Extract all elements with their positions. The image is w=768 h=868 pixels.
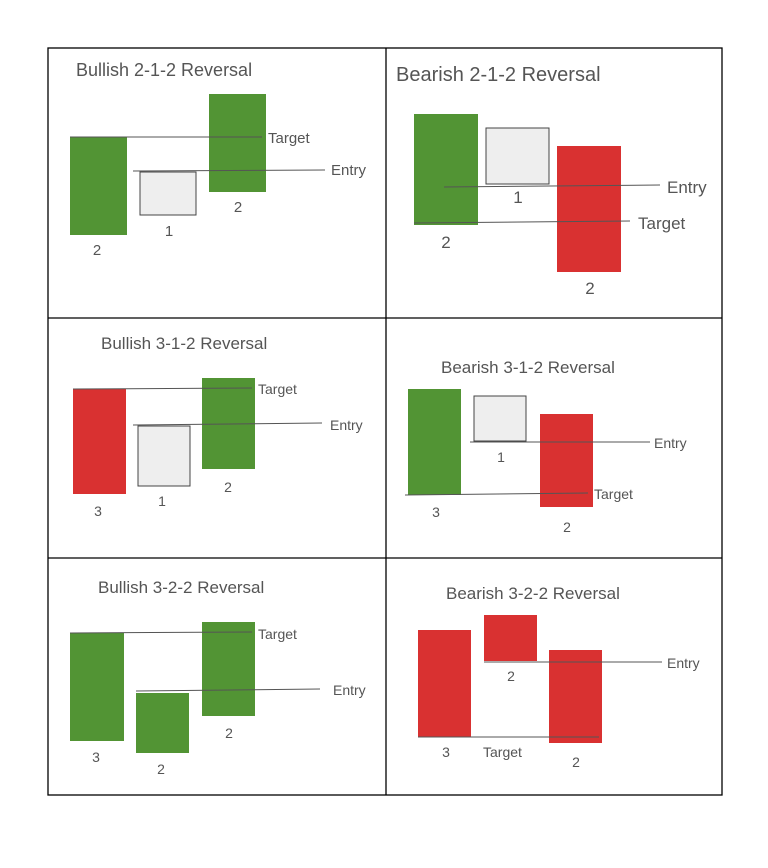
candle-label: 3 bbox=[432, 504, 440, 520]
panel-title: Bullish 2-1-2 Reversal bbox=[76, 60, 252, 80]
panel-title: Bearish 3-1-2 Reversal bbox=[441, 358, 615, 377]
panel-title: Bullish 3-2-2 Reversal bbox=[98, 578, 264, 597]
candle-1 bbox=[73, 389, 126, 494]
panel-bearish-2-1-2: Bearish 2-1-2 Reversal Entry Target 2 1 … bbox=[396, 64, 707, 298]
candle-2 bbox=[136, 693, 189, 753]
panel-bullish-3-1-2: Bullish 3-1-2 Reversal Target Entry 3 1 … bbox=[72, 334, 363, 519]
grid-border bbox=[47, 47, 723, 796]
candle-2 bbox=[473, 395, 527, 442]
candle-label: 3 bbox=[94, 503, 102, 519]
target-line bbox=[69, 631, 253, 634]
candle-1 bbox=[414, 114, 478, 225]
grid bbox=[47, 47, 723, 796]
target-line bbox=[72, 387, 253, 390]
candle-1 bbox=[70, 633, 124, 741]
target-line bbox=[413, 220, 631, 224]
candle-2 bbox=[485, 127, 550, 185]
candle-3 bbox=[209, 94, 266, 192]
entry-line bbox=[132, 169, 326, 172]
target-label: Target bbox=[483, 744, 522, 760]
target-line bbox=[404, 492, 589, 496]
entry-label: Entry bbox=[667, 178, 707, 197]
target-label: Target bbox=[258, 626, 297, 642]
candle-label: 2 bbox=[585, 279, 594, 298]
candle-label: 1 bbox=[497, 449, 505, 465]
candle-3 bbox=[202, 622, 255, 716]
candle-label: 2 bbox=[93, 242, 101, 259]
candle-label: 2 bbox=[225, 725, 233, 741]
candle-2 bbox=[484, 615, 537, 661]
panel-title: Bearish 2-1-2 Reversal bbox=[396, 64, 601, 86]
candle-2 bbox=[137, 425, 191, 487]
candle-label: 2 bbox=[507, 668, 515, 684]
target-label: Target bbox=[638, 214, 686, 233]
entry-label: Entry bbox=[654, 435, 687, 451]
target-label: Target bbox=[258, 381, 297, 397]
panel-title: Bullish 3-1-2 Reversal bbox=[101, 334, 267, 353]
candle-1 bbox=[418, 630, 471, 737]
candle-label: 2 bbox=[157, 761, 165, 777]
candle-label: 2 bbox=[563, 519, 571, 535]
candle-3 bbox=[540, 414, 593, 507]
entry-label: Entry bbox=[333, 682, 366, 698]
candle-label: 2 bbox=[224, 479, 232, 495]
candle-label: 1 bbox=[165, 223, 173, 240]
entry-label: Entry bbox=[330, 417, 363, 433]
panel-bullish-3-2-2: Bullish 3-2-2 Reversal Target Entry 3 2 … bbox=[69, 578, 366, 777]
entry-line bbox=[132, 422, 323, 426]
candle-label: 1 bbox=[513, 188, 522, 207]
candle-1 bbox=[70, 137, 127, 235]
panel-bearish-3-2-2: Bearish 3-2-2 Reversal Entry Target 3 2 … bbox=[418, 584, 700, 770]
panel-bullish-2-1-2: Bullish 2-1-2 Reversal Target Entry 2 1 … bbox=[70, 60, 367, 259]
candle-label: 1 bbox=[158, 493, 166, 509]
candle-3 bbox=[549, 650, 602, 743]
candle-label: 2 bbox=[234, 199, 242, 216]
candle-label: 2 bbox=[572, 754, 580, 770]
target-label: Target bbox=[594, 486, 633, 502]
panel-bearish-3-1-2: Bearish 3-1-2 Reversal Entry Target 3 1 … bbox=[404, 358, 687, 535]
candle-1 bbox=[408, 389, 461, 495]
entry-line bbox=[135, 688, 321, 692]
entry-label: Entry bbox=[667, 655, 700, 671]
entry-label: Entry bbox=[331, 162, 367, 179]
candle-label: 3 bbox=[92, 749, 100, 765]
panel-title: Bearish 3-2-2 Reversal bbox=[446, 584, 620, 603]
candle-label: 3 bbox=[442, 744, 450, 760]
candle-label: 2 bbox=[441, 233, 450, 252]
candle-2 bbox=[139, 171, 197, 216]
entry-line bbox=[443, 184, 661, 188]
target-label: Target bbox=[268, 130, 311, 147]
candle-3 bbox=[557, 146, 621, 272]
